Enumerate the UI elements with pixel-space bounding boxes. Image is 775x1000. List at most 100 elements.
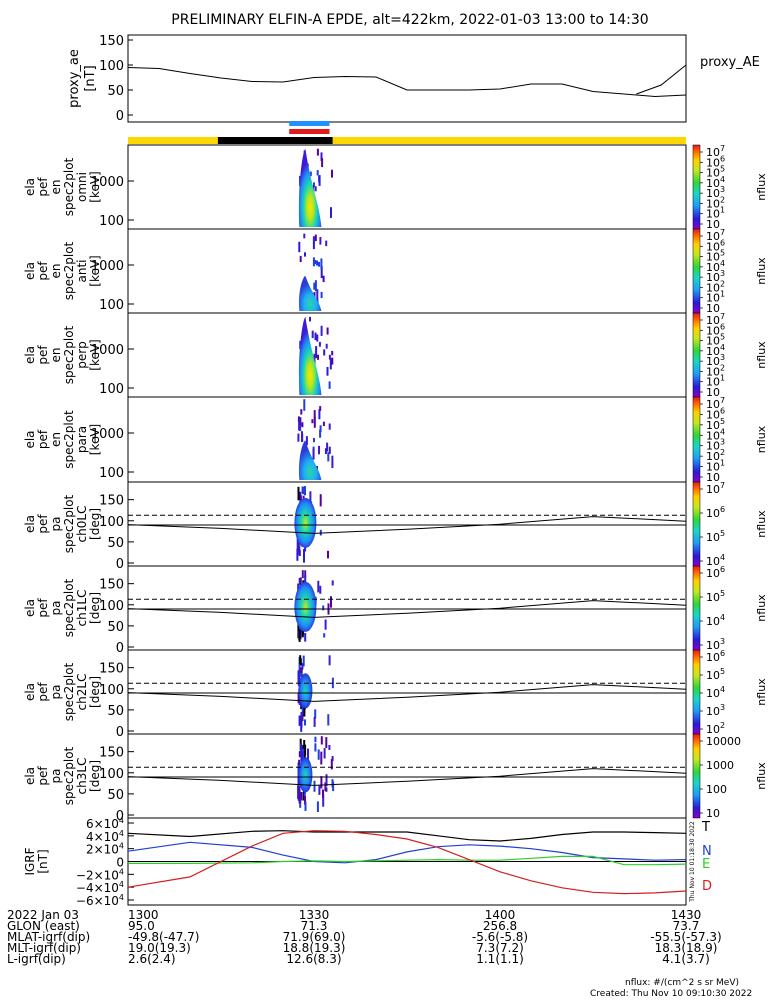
spectrogram-pixel <box>301 751 304 757</box>
colorbar-tick-label: 106 <box>706 505 725 520</box>
spectrogram-pixel <box>304 719 306 726</box>
colorbar <box>692 396 701 483</box>
spectrogram-pixel <box>314 260 317 265</box>
spectrogram-pixel <box>300 792 303 800</box>
colorbar-tick-exponent: 1 <box>720 290 725 299</box>
spectrogram-pixel <box>305 436 308 446</box>
colorbar-tick-exponent: 5 <box>720 165 725 174</box>
ephem-value: 18.8(19.3) <box>283 941 346 955</box>
igrf-tick-exponent: 4 <box>119 867 124 876</box>
colorbar-tick-exponent: 3 <box>720 353 725 362</box>
colorbar-tick-exponent: 7 <box>720 228 725 237</box>
colorbar-tick-exponent: 2 <box>720 363 725 372</box>
spectrogram-pixel <box>320 325 323 336</box>
pa-spectrogram-pixel <box>304 744 307 756</box>
ephem-value: 7.3(7.2) <box>476 941 524 955</box>
panel-ylabel-line: pa <box>49 769 63 784</box>
colorbar-tick-exponent: 2 <box>720 721 725 730</box>
pa-tick-label: 100 <box>99 599 124 614</box>
spectrogram-pixel <box>314 332 317 341</box>
pa-flux-blob <box>298 757 313 793</box>
colorbar-label: nflux <box>755 678 768 706</box>
ae-tick-label: 100 <box>99 59 124 74</box>
spectrogram-pixel <box>313 182 315 188</box>
ae-tick-label: 150 <box>99 34 124 49</box>
spectrogram-pixel <box>318 341 321 347</box>
spectrogram-pixel <box>327 550 329 559</box>
panel-ylabel-line: [keV] <box>88 255 102 286</box>
colorbar-tick-label: 100 <box>706 783 727 796</box>
panel-ylabel-line: spec2plot <box>62 410 76 469</box>
igrf-tick-label: −4×104 <box>76 880 124 895</box>
igrf-line-N <box>127 841 687 864</box>
spectrogram-pixel <box>297 433 300 442</box>
spectrogram-pixel <box>316 148 319 156</box>
colorbar-label: nflux <box>755 510 768 538</box>
panel-ylabel-line: ela <box>23 346 37 364</box>
igrf-tick-exponent: 4 <box>119 842 124 851</box>
panel-ylabel-line: [keV] <box>88 171 102 202</box>
spectrogram-pixel <box>320 152 323 161</box>
colorbar-tick-exponent: 5 <box>720 589 725 598</box>
spectrogram-pixel <box>299 667 302 673</box>
energy-flux-blob <box>298 440 322 480</box>
spectrogram-pixel <box>297 675 300 687</box>
pa-spectrogram-pixel <box>298 715 301 726</box>
spectrogram-pixel <box>319 237 322 245</box>
spectrogram-pixel <box>331 351 334 356</box>
panel-ylabel-line: en <box>49 264 63 279</box>
pa-spectrogram-pixel <box>298 577 301 586</box>
energy-flux-blob <box>298 317 322 395</box>
ephem-value: -55.5(-57.3) <box>650 930 721 944</box>
spectrogram-pixel <box>298 759 301 766</box>
colorbar-tick-exponent: 2 <box>720 279 725 288</box>
ae-series-tail <box>636 64 687 95</box>
pa-tick-label: 150 <box>99 578 124 593</box>
panel-ylabel-line: pef <box>36 682 50 702</box>
energy-tick-label: 100 <box>99 214 124 229</box>
ae-tick-label: 50 <box>107 84 124 99</box>
ephem-value: 4.1(3.7) <box>662 952 710 966</box>
colorbar-label: nflux <box>755 173 768 201</box>
ephem-value: 1300 <box>128 908 159 922</box>
pa-panel-frame <box>127 481 687 567</box>
spectrogram-pixel <box>324 619 327 630</box>
igrf-label-D: D <box>702 879 712 894</box>
pa-tick-label: 50 <box>107 620 124 635</box>
igrf-tick-label: −2×104 <box>76 867 124 882</box>
igrf-line-E <box>128 855 687 866</box>
colorbar-tick-exponent: 3 <box>720 703 725 712</box>
spectrogram-pixel <box>318 785 321 795</box>
spectrogram-pixel <box>330 596 332 608</box>
spectrogram-pixel <box>314 736 317 743</box>
pa-panel-frame <box>127 733 687 819</box>
pa-tick-label: 50 <box>107 536 124 551</box>
pa-flux-blob <box>298 673 313 709</box>
colorbar-tick-exponent: 7 <box>720 144 725 153</box>
spectrogram-pixel <box>331 357 334 365</box>
colorbar-label: nflux <box>755 425 768 453</box>
pa-tick-label: 150 <box>99 746 124 761</box>
colorbar-tick-exponent: 5 <box>720 529 725 538</box>
ephem-row-label: MLAT-igrf(dip) <box>7 930 90 944</box>
pa-spectrogram-pixel <box>304 570 307 578</box>
ephem-value: 73.7 <box>673 919 700 933</box>
science-phase-bar <box>128 137 686 144</box>
spectrogram-pixel <box>313 438 315 443</box>
energy-tick-label: 1000 <box>91 427 124 442</box>
spectrogram-pixel <box>327 714 330 726</box>
igrf-label-T: T <box>701 820 710 835</box>
pa-panel-frame <box>127 565 687 651</box>
colorbar-tick-exponent: 4 <box>720 175 725 184</box>
spectrogram-pixel <box>314 280 317 292</box>
igrf-label-N: N <box>702 844 712 859</box>
spectrogram-pixel <box>313 717 316 727</box>
panel-ylabel-line: [deg] <box>88 592 102 624</box>
colorbar-tick-label: 10 <box>706 386 720 399</box>
pa-panel-frame <box>127 649 687 735</box>
spectrogram-pixel <box>312 236 315 250</box>
colorbar-tick-label: 10 <box>706 218 720 231</box>
panel-ylabel-line: pa <box>49 601 63 616</box>
spectrogram-pixel <box>303 233 306 239</box>
spectrogram-pixel <box>313 780 316 792</box>
